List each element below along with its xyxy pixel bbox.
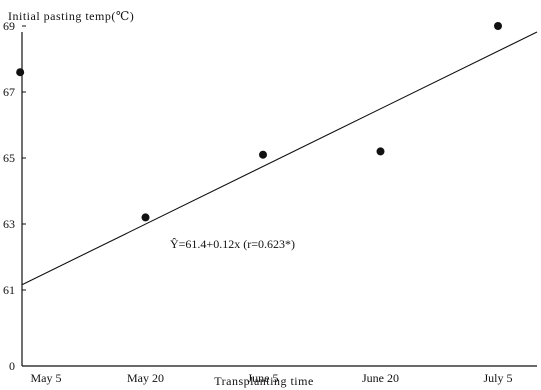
y-tick-label: 0 (9, 359, 15, 373)
regression-line (21, 31, 538, 286)
x-tick-label: May 5 (31, 371, 62, 385)
x-tick-label: May 20 (127, 371, 164, 385)
x-axis-title: Transplanting time (214, 374, 314, 388)
x-tick-label: June 5 (248, 371, 279, 385)
data-point (494, 22, 502, 30)
y-axis-title: Initial pasting temp(℃) (8, 9, 134, 23)
y-axis-ticks: 0 61 63 65 67 69 (3, 19, 26, 373)
data-point (259, 150, 267, 159)
y-tick-label: 69 (3, 19, 15, 33)
data-point (16, 68, 25, 77)
y-tick-label: 63 (3, 217, 15, 231)
y-tick-label: 61 (3, 283, 15, 297)
x-tick-label: June 20 (362, 371, 399, 385)
y-tick-label: 65 (3, 151, 15, 165)
y-tick-label: 67 (3, 85, 15, 99)
data-points (16, 22, 502, 222)
x-axis-ticks: May 5 May 20 June 5 June 20 July 5 (31, 371, 513, 385)
data-point (141, 213, 150, 222)
data-point (376, 147, 385, 156)
regression-equation: Ŷ=61.4+0.12x (r=0.623*) (170, 237, 295, 251)
x-tick-label: July 5 (483, 371, 512, 385)
